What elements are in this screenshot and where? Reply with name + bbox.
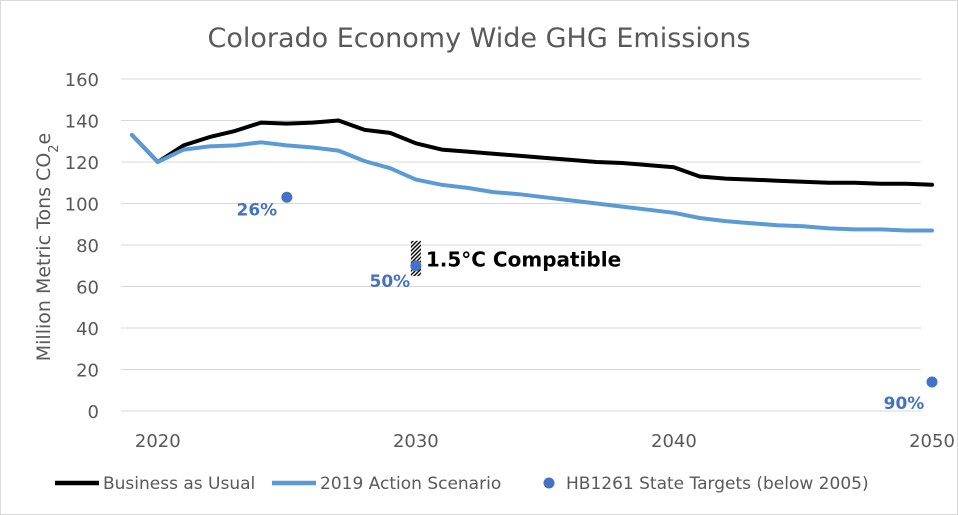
annotation-1-5c: 1.5°C Compatible — [410, 240, 621, 277]
y-tick-label: 160 — [65, 70, 99, 91]
x-tick-label: 2050 — [909, 431, 955, 452]
gridlines — [121, 78, 921, 412]
x-tick-label: 2030 — [393, 431, 439, 452]
target-point — [281, 191, 293, 203]
legend-label-state-targets: HB1261 State Targets (below 2005) — [566, 474, 869, 494]
series-lines — [130, 118, 934, 233]
chart-title: Colorado Economy Wide GHG Emissions — [207, 23, 750, 54]
target-point-label: 90% — [884, 394, 925, 414]
annotation-label: 1.5°C Compatible — [426, 248, 621, 272]
x-tick-label: 2040 — [651, 431, 697, 452]
compatible-range-bar — [410, 240, 421, 277]
legend-label-business-as-usual: Business as Usual — [103, 474, 255, 494]
y-tick-label: 60 — [76, 278, 99, 299]
y-axis-label: Million Metric Tons CO2e — [33, 133, 62, 362]
y-tick-labels: 0 20 40 60 80 100 120 140 160 — [65, 70, 99, 423]
target-point — [410, 260, 422, 272]
y-tick-label: 120 — [65, 153, 99, 174]
target-points: 26% 50% 90% — [236, 191, 938, 414]
target-point — [926, 376, 938, 388]
target-point-label: 26% — [236, 200, 277, 220]
x-tick-label: 2020 — [135, 431, 181, 452]
legend: Business as Usual 2019 Action Scenario H… — [55, 474, 869, 494]
y-tick-label: 140 — [65, 112, 99, 133]
y-tick-label: 0 — [88, 402, 99, 423]
x-tick-labels: 2020 2030 2040 2050 — [135, 431, 955, 452]
target-point-label: 50% — [370, 272, 411, 292]
y-tick-label: 40 — [76, 319, 99, 340]
legend-label-action-scenario: 2019 Action Scenario — [320, 474, 501, 494]
y-tick-label: 80 — [76, 236, 99, 257]
series-line-action-scenario — [130, 133, 934, 233]
y-tick-label: 100 — [65, 195, 99, 216]
series-line-business-as-usual — [130, 118, 934, 187]
y-tick-label: 20 — [76, 361, 99, 382]
legend-marker-state-targets — [543, 477, 555, 489]
